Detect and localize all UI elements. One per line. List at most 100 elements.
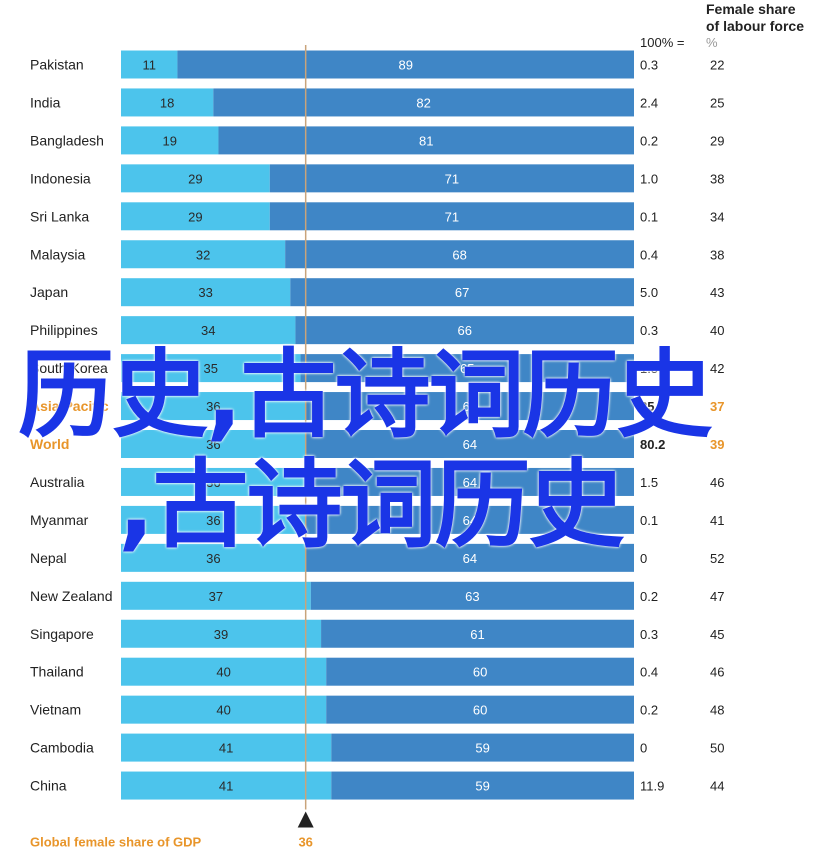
bar-female bbox=[121, 164, 270, 193]
bar-male-value: 61 bbox=[470, 627, 484, 642]
category-label: China bbox=[30, 778, 67, 794]
bar-female-value: 11 bbox=[142, 58, 156, 73]
bar-female-value: 35 bbox=[204, 361, 218, 376]
category-label: Japan bbox=[30, 284, 68, 300]
bar-female bbox=[121, 771, 332, 800]
bar-male-value: 64 bbox=[463, 437, 477, 452]
female-labour-share-value: 47 bbox=[710, 589, 724, 604]
female-labour-share-value: 37 bbox=[710, 399, 724, 414]
female-labour-share-value: 48 bbox=[710, 703, 724, 718]
bar-female bbox=[121, 88, 214, 117]
female-labour-share-value: 40 bbox=[710, 323, 724, 338]
bar-female-value: 39 bbox=[214, 627, 228, 642]
bar-female bbox=[121, 657, 327, 686]
bar-female bbox=[121, 240, 286, 269]
bar-female bbox=[121, 392, 306, 421]
category-label: Sri Lanka bbox=[30, 208, 89, 224]
bar-female-value: 36 bbox=[206, 513, 220, 528]
female-labour-share-value: 25 bbox=[710, 95, 724, 110]
total-value: 11.9 bbox=[640, 779, 664, 794]
bar-male-value: 64 bbox=[463, 399, 477, 414]
bar-male-value: 63 bbox=[465, 589, 479, 604]
total-value: 5.0 bbox=[640, 285, 658, 300]
bar-male bbox=[300, 354, 634, 383]
bar-female-value: 37 bbox=[209, 589, 223, 604]
bar-male bbox=[310, 581, 634, 610]
category-label: Myanmar bbox=[30, 512, 89, 528]
bar-male-value: 59 bbox=[475, 779, 489, 794]
bar-male-value: 68 bbox=[452, 247, 466, 262]
female-labour-share-value: 46 bbox=[710, 475, 724, 490]
category-label: Cambodia bbox=[30, 740, 94, 756]
total-value: 0.2 bbox=[640, 589, 658, 604]
total-header-label: 100% = bbox=[640, 35, 684, 50]
bar-male-value: 65 bbox=[460, 361, 474, 376]
category-label: India bbox=[30, 94, 61, 110]
total-value: 0.1 bbox=[640, 513, 658, 528]
category-label: World bbox=[30, 436, 69, 452]
category-label: Thailand bbox=[30, 664, 84, 680]
bar-female bbox=[121, 126, 219, 155]
bar-male bbox=[305, 430, 634, 458]
female-labour-share-value: 39 bbox=[710, 437, 724, 452]
female-labour-share-value: 43 bbox=[710, 285, 724, 300]
total-value: 0.2 bbox=[640, 703, 658, 718]
total-value: 0 bbox=[640, 741, 647, 756]
bar-male-value: 64 bbox=[463, 551, 477, 566]
bar-male bbox=[269, 202, 634, 231]
total-value: 1.5 bbox=[640, 475, 658, 490]
reference-label: Global female share of GDP bbox=[30, 835, 202, 850]
bar-male bbox=[305, 543, 634, 572]
share-unit-label: % bbox=[706, 35, 718, 50]
total-value: 0.2 bbox=[640, 133, 658, 148]
bar-male-value: 81 bbox=[419, 133, 433, 148]
bar-male bbox=[177, 50, 634, 79]
category-label: South Korea bbox=[30, 360, 108, 376]
category-label: Indonesia bbox=[30, 170, 91, 186]
category-label: Pakistan bbox=[30, 57, 84, 73]
watermark-text-line-2: ,古诗词历史 bbox=[118, 449, 624, 561]
bar-male-value: 66 bbox=[457, 323, 471, 338]
bar-male bbox=[331, 733, 634, 762]
total-value: 1.0 bbox=[640, 171, 658, 186]
bar-female bbox=[121, 505, 306, 534]
bar-female bbox=[121, 581, 311, 610]
bar-female bbox=[121, 50, 178, 79]
category-label: Asia Pacific bbox=[30, 398, 109, 414]
total-value: 2.4 bbox=[640, 95, 658, 110]
female-labour-share-value: 46 bbox=[710, 665, 724, 680]
category-label: Nepal bbox=[30, 550, 67, 566]
bar-male-value: 59 bbox=[475, 741, 489, 756]
female-labour-share-value: 38 bbox=[710, 247, 724, 262]
female-labour-share-value: 22 bbox=[710, 58, 724, 73]
female-labour-share-value: 42 bbox=[710, 361, 724, 376]
bar-male-value: 89 bbox=[398, 58, 412, 73]
bar-male-value: 67 bbox=[455, 285, 469, 300]
bar-female-value: 32 bbox=[196, 247, 210, 262]
bar-male bbox=[326, 657, 634, 686]
category-label: Singapore bbox=[30, 626, 94, 642]
bar-male bbox=[295, 316, 634, 345]
bar-male-value: 64 bbox=[463, 475, 477, 490]
bar-male-value: 71 bbox=[445, 171, 459, 186]
bar-male bbox=[305, 392, 634, 421]
bar-female-value: 40 bbox=[216, 665, 230, 680]
female-labour-share-value: 41 bbox=[710, 513, 724, 528]
bar-male-value: 60 bbox=[473, 665, 487, 680]
bar-female bbox=[121, 733, 332, 762]
bar-male-value: 64 bbox=[463, 513, 477, 528]
bar-male bbox=[213, 88, 634, 117]
bar-male bbox=[305, 505, 634, 534]
bar-female bbox=[121, 430, 306, 458]
bar-female-value: 18 bbox=[160, 95, 174, 110]
category-label: Vietnam bbox=[30, 702, 81, 718]
bar-male bbox=[218, 126, 634, 155]
category-label: Philippines bbox=[30, 322, 98, 338]
bar-female-value: 40 bbox=[216, 703, 230, 718]
bar-female bbox=[121, 543, 306, 572]
category-label: Malaysia bbox=[30, 246, 85, 262]
bar-male bbox=[269, 164, 634, 193]
female-labour-share-value: 45 bbox=[710, 627, 724, 642]
bar-female-value: 36 bbox=[206, 437, 220, 452]
bar-female-value: 19 bbox=[163, 133, 177, 148]
